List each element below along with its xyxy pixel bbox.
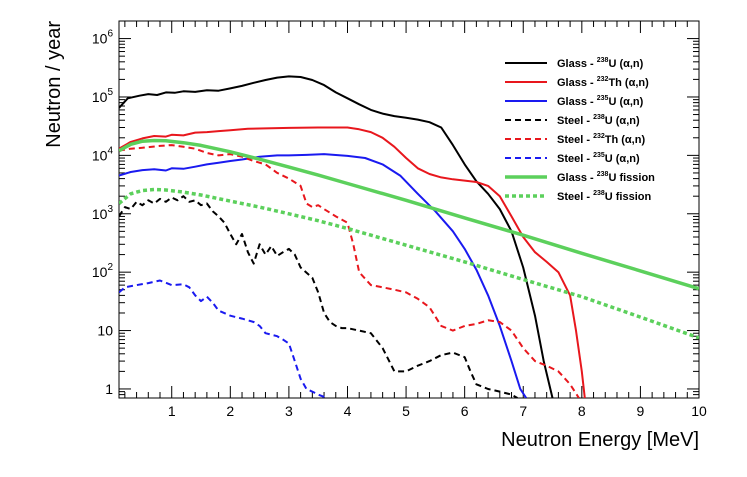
series-group bbox=[119, 75, 699, 398]
y-tick-label: 1 bbox=[105, 381, 113, 397]
y-axis-title: Neutron / year bbox=[43, 21, 65, 148]
series-line bbox=[119, 187, 699, 340]
x-tick-label: 6 bbox=[461, 403, 469, 419]
x-tick-label: 7 bbox=[519, 403, 527, 419]
legend-label: Steel - 238U (α,n) bbox=[557, 114, 640, 127]
y-tick-label: 102 bbox=[92, 262, 114, 280]
series-line bbox=[119, 153, 528, 398]
series-line bbox=[119, 126, 586, 398]
y-tick-label: 104 bbox=[92, 145, 114, 163]
x-tick-label: 9 bbox=[637, 403, 645, 419]
legend-label: Steel - 232Th (α,n) bbox=[557, 133, 645, 146]
legend: Glass - 238U (α,n) Glass - 232Th (α,n) Gla… bbox=[505, 57, 655, 203]
x-tick-label: 3 bbox=[285, 403, 293, 419]
x-tick-label: 5 bbox=[402, 403, 410, 419]
series-line bbox=[119, 138, 699, 291]
legend-label: Steel - 235U (α,n) bbox=[557, 152, 640, 165]
series-line bbox=[119, 195, 518, 398]
series-line bbox=[119, 279, 328, 398]
x-tick-label: 10 bbox=[691, 403, 707, 419]
legend-label: Glass - 235U (α,n) bbox=[557, 95, 644, 108]
legend-label: Steel - 238U fission bbox=[557, 190, 651, 203]
y-tick-label: 105 bbox=[92, 87, 114, 105]
series-line bbox=[119, 144, 580, 398]
legend-label: Glass - 238U fission bbox=[557, 171, 655, 184]
series-line bbox=[119, 75, 554, 398]
x-tick-label: 1 bbox=[168, 403, 176, 419]
x-axis-title: Neutron Energy [MeV] bbox=[501, 429, 699, 451]
y-axis-ticks: 1 10 102 103 104 105 106 bbox=[92, 20, 699, 399]
x-tick-label: 4 bbox=[344, 403, 352, 419]
legend-label: Glass - 232Th (α,n) bbox=[557, 76, 649, 89]
legend-label: Glass - 238U (α,n) bbox=[557, 57, 644, 70]
x-axis-ticks: 1 2 3 4 5 6 7 8 9 10 bbox=[124, 21, 707, 419]
x-tick-label: 2 bbox=[226, 403, 234, 419]
y-tick-label: 103 bbox=[92, 204, 114, 222]
plot-frame bbox=[118, 20, 700, 399]
y-tick-label: 10 bbox=[97, 323, 113, 339]
y-tick-label: 106 bbox=[92, 29, 114, 47]
x-tick-label: 8 bbox=[578, 403, 586, 419]
